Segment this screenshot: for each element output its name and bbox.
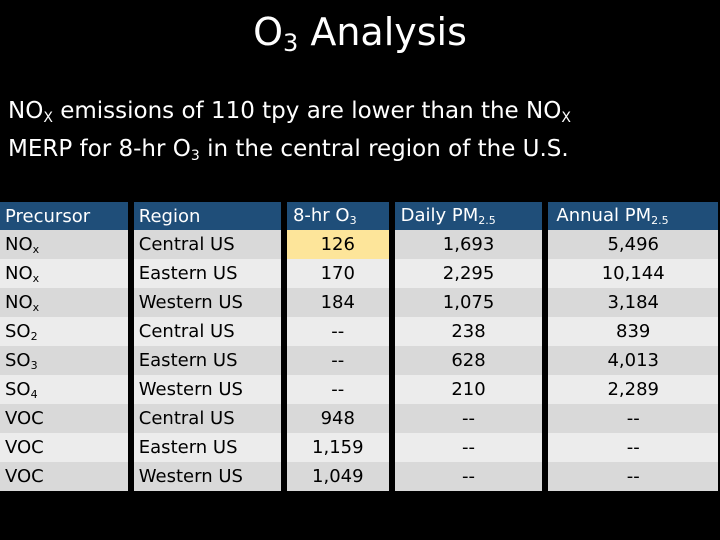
summary-paragraph: NOX emissions of 110 tpy are lower than … [8,96,720,172]
summary-line-1: NOX emissions of 110 tpy are lower than … [8,96,720,134]
cell-annual-pm25: -- [542,433,718,462]
cell-annual-pm25: -- [542,462,718,491]
summary-line-2: MERP for 8-hr O3 in the central region o… [8,134,720,172]
summary-subscript: X [561,110,571,126]
title-rest: Analysis [298,10,467,54]
header-annual-pm25: Annual PM2.5 [542,202,718,230]
summary-subscript: 3 [190,148,200,164]
cell-precursor: SO4 [0,375,128,404]
cell-annual-pm25: -- [542,404,718,433]
cell-8hr-o3: -- [280,346,389,375]
header-daily-pm25: Daily PM2.5 [388,202,543,230]
cell-precursor: SO2 [0,317,128,346]
header-8hr-o3: 8-hr O3 [280,202,389,230]
cell-8hr-o3: -- [280,317,389,346]
table-row: NOx Central US 126 1,693 5,496 [0,230,718,259]
cell-8hr-o3-highlighted: 126 [280,230,389,259]
table-row: SO4 Western US -- 210 2,289 [0,375,718,404]
cell-8hr-o3: 1,049 [280,462,389,491]
cell-8hr-o3: 184 [280,288,389,317]
title-subscript: 3 [282,29,299,57]
cell-precursor: NOx [0,259,128,288]
cell-daily-pm25: 628 [388,346,543,375]
cell-8hr-o3: 948 [280,404,389,433]
cell-annual-pm25: 2,289 [542,375,718,404]
merp-table: Precursor Region 8-hr O3 Daily PM2.5 Ann… [0,202,718,491]
cell-annual-pm25: 4,013 [542,346,718,375]
cell-8hr-o3: 170 [280,259,389,288]
table-row: VOC Eastern US 1,159 -- -- [0,433,718,462]
cell-precursor: SO3 [0,346,128,375]
cell-region: Central US [127,230,281,259]
title-text: O [253,10,283,54]
summary-subscript: X [43,110,53,126]
cell-region: Central US [127,317,281,346]
table-row: SO3 Eastern US -- 628 4,013 [0,346,718,375]
cell-annual-pm25: 5,496 [542,230,718,259]
summary-text: NO [8,98,44,124]
cell-8hr-o3: 1,159 [280,433,389,462]
cell-annual-pm25: 3,184 [542,288,718,317]
table-header-row: Precursor Region 8-hr O3 Daily PM2.5 Ann… [0,202,718,230]
cell-precursor: VOC [0,462,128,491]
cell-annual-pm25: 839 [542,317,718,346]
slide-title: O3 Analysis [0,10,720,57]
cell-region: Western US [127,288,281,317]
table-row: VOC Western US 1,049 -- -- [0,462,718,491]
cell-daily-pm25: -- [388,462,543,491]
table-row: NOx Western US 184 1,075 3,184 [0,288,718,317]
cell-precursor: VOC [0,433,128,462]
cell-8hr-o3: -- [280,375,389,404]
summary-text: emissions of 110 tpy are lower than the … [52,98,562,124]
cell-daily-pm25: -- [388,433,543,462]
header-region: Region [127,202,281,230]
header-precursor: Precursor [0,202,128,230]
cell-region: Eastern US [127,346,281,375]
cell-precursor: VOC [0,404,128,433]
table-row: SO2 Central US -- 238 839 [0,317,718,346]
cell-annual-pm25: 10,144 [542,259,718,288]
cell-daily-pm25: 2,295 [388,259,543,288]
cell-region: Western US [127,375,281,404]
cell-precursor: NOx [0,230,128,259]
cell-precursor: NOx [0,288,128,317]
cell-daily-pm25: -- [388,404,543,433]
cell-daily-pm25: 210 [388,375,543,404]
cell-region: Western US [127,462,281,491]
cell-daily-pm25: 238 [388,317,543,346]
summary-text: MERP for 8-hr O [8,136,191,162]
cell-region: Eastern US [127,433,281,462]
cell-region: Central US [127,404,281,433]
table-row: NOx Eastern US 170 2,295 10,144 [0,259,718,288]
cell-region: Eastern US [127,259,281,288]
cell-daily-pm25: 1,075 [388,288,543,317]
cell-daily-pm25: 1,693 [388,230,543,259]
table-row: VOC Central US 948 -- -- [0,404,718,433]
summary-text: in the central region of the U.S. [199,136,569,162]
